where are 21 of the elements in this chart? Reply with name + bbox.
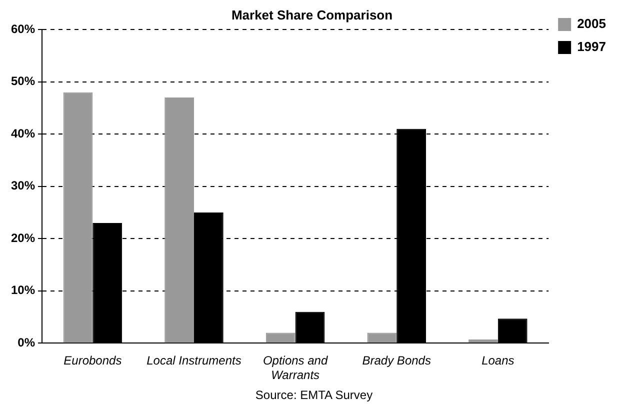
- x-tick-label: Eurobonds: [64, 354, 122, 368]
- bar: [468, 340, 498, 343]
- x-tick-label: Loans: [482, 354, 514, 368]
- bar: [164, 98, 194, 343]
- x-tick-label: Brady Bonds: [362, 354, 431, 368]
- y-tick-label: 30%: [10, 178, 36, 193]
- source-note: Source: EMTA Survey: [254, 388, 374, 402]
- legend-label: 1997: [577, 39, 606, 54]
- chart-title: Market Share Comparison: [231, 7, 393, 22]
- y-tick-label: 0%: [18, 336, 36, 350]
- y-tick-label: 60%: [10, 22, 36, 36]
- legend-label: 2005: [577, 16, 606, 32]
- y-tick-label: 50%: [10, 74, 36, 88]
- y-tick-label: 40%: [10, 126, 36, 140]
- bar: [63, 92, 93, 343]
- y-tick-label: 10%: [10, 283, 36, 298]
- y-tick-label: 20%: [10, 230, 36, 245]
- bar: [266, 332, 296, 343]
- bar: [367, 332, 397, 343]
- x-tick-label: Options and Warrants: [262, 354, 328, 382]
- x-tick-label: Local Instruments: [146, 354, 242, 368]
